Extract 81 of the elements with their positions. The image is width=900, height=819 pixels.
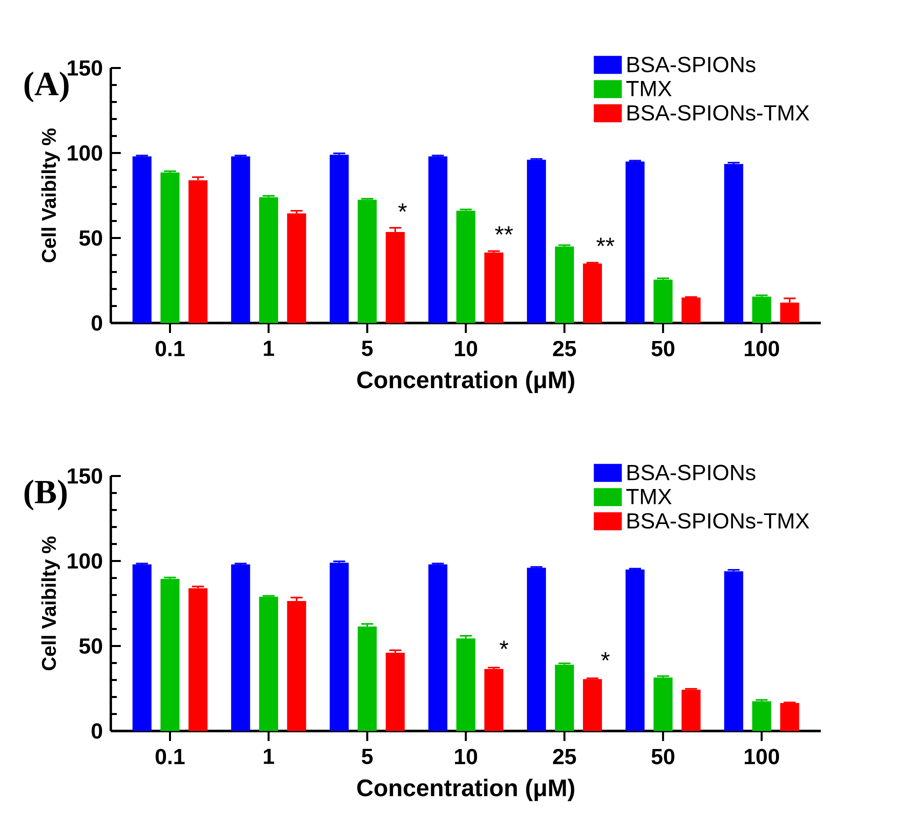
legend-label: TMX [626,81,672,96]
bar [386,652,405,731]
bar [526,160,546,323]
x-tick-label: 50 [652,340,674,356]
bar [582,679,602,731]
bar [188,180,208,323]
bar [330,562,349,731]
bar [682,297,701,323]
bar [752,296,772,323]
x-tick-label: 25 [553,748,576,764]
bar [287,213,306,323]
bar [132,564,152,731]
bar [626,161,645,323]
y-tick-label: 100 [68,553,102,569]
bar [188,588,208,731]
y-tick-label: 100 [68,145,102,161]
x-axis-title: Concentration (μM) [357,778,574,802]
x-tick-label: 5 [362,340,373,356]
bar [752,701,772,731]
x-tick-label: 5 [362,748,373,764]
y-tick-label: 150 [68,468,102,484]
bar [160,172,180,323]
legend-label: TMX [626,489,672,504]
bar [724,164,744,323]
bar [386,232,405,323]
bar [484,252,504,323]
x-tick-label: 25 [553,340,576,356]
y-tick-label: 50 [79,230,102,246]
x-tick-label: 1 [264,340,274,356]
x-tick-label: 0.1 [156,340,185,356]
bar [456,210,476,323]
bar [231,564,250,731]
legend-label: BSA-SPIONs-TMX [628,105,810,121]
legend-label: BSA-SPIONs-TMX [628,513,810,529]
y-axis-title: Cell Vaibilty % [41,536,60,670]
bar [428,564,448,731]
bar [780,302,800,323]
annotation: * [601,652,610,661]
bar [287,600,306,731]
bar [484,668,504,731]
y-axis-title: Cell Vaibilty % [41,128,60,262]
x-axis-title: Concentration (μM) [357,370,574,394]
bar [358,200,377,323]
bar [554,246,574,323]
annotation: * [500,640,508,650]
y-tick-label: 0 [92,723,102,739]
bar [330,154,349,323]
x-tick-label: 10 [455,340,478,356]
y-tick-label: 0 [92,315,102,331]
x-tick-label: 100 [744,748,780,764]
bar [682,690,701,731]
y-tick-label: 150 [68,60,102,76]
chart-title: (B) [24,480,67,510]
bar [780,702,800,731]
bar [554,664,574,731]
legend-label: BSA-SPIONs [628,464,756,480]
bar [428,156,448,323]
chart-title: (A) [24,72,69,102]
annotation: ** [495,226,513,235]
bar [259,596,278,731]
bar [132,156,152,323]
bar [526,568,546,731]
bar [654,280,673,323]
bar [456,638,476,731]
annotation: * [398,203,407,212]
bar [160,578,180,731]
legend-label: BSA-SPIONs [628,56,756,72]
bar [358,626,377,731]
bar [259,197,278,323]
annotation: ** [596,238,614,246]
x-tick-label: 50 [652,748,674,764]
bar [231,156,250,323]
bar [654,677,673,731]
x-tick-label: 1 [264,748,274,764]
x-tick-label: 0.1 [156,748,185,764]
x-tick-label: 10 [455,748,478,764]
bar [724,571,744,731]
y-tick-label: 50 [79,638,102,654]
bar [582,263,602,323]
bar [626,570,645,731]
x-tick-label: 100 [744,340,780,356]
